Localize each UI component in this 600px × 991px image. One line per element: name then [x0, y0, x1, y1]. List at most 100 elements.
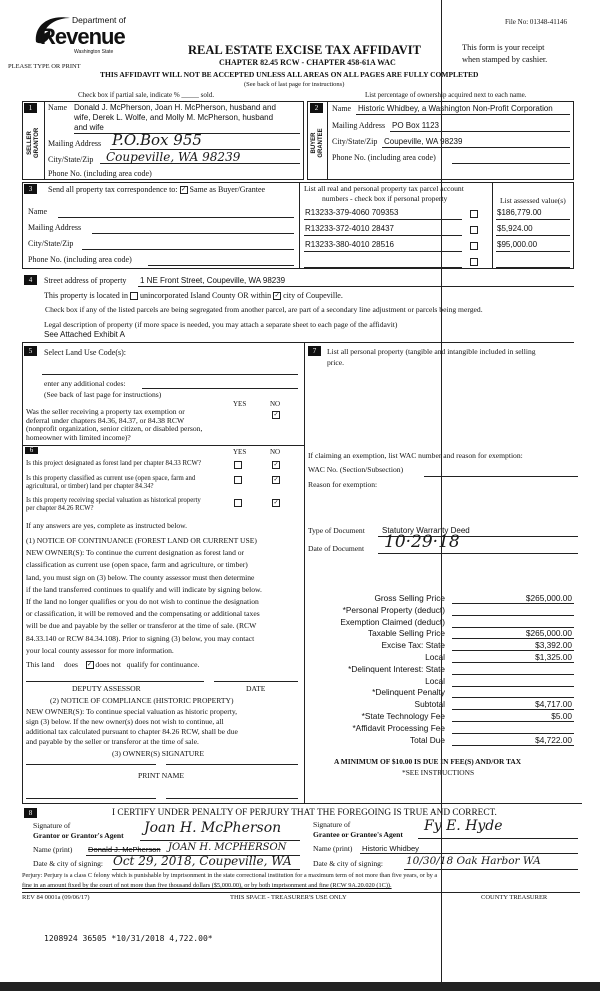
- financial-label: *Affidavit Processing Fee: [352, 722, 445, 733]
- logo-revenue: Revenue: [40, 24, 126, 49]
- grantee-signature[interactable]: Fy E. Hyde: [424, 818, 503, 834]
- financial-value[interactable]: $265,000.00: [525, 593, 572, 603]
- current-use-yes-checkbox[interactable]: [234, 476, 242, 484]
- financial-value[interactable]: $1,325.00: [535, 652, 572, 662]
- corr-mailing-label: Mailing Address: [28, 223, 82, 232]
- exemption-question: Was the seller receiving a property tax …: [26, 407, 203, 443]
- financial-label: Taxable Selling Price: [367, 628, 445, 639]
- forest-no-checkbox[interactable]: ✓: [272, 461, 280, 469]
- assessed-value[interactable]: $5,924.00: [497, 224, 533, 233]
- financial-label: Excise Tax: State: [381, 640, 446, 651]
- financial-label: *Delinquent Penalty: [372, 687, 445, 698]
- historic-yes-checkbox[interactable]: [234, 499, 242, 507]
- grantee-name-value[interactable]: Historic Whidbey, a Washington Non-Profi…: [358, 104, 553, 113]
- grantor-name-2[interactable]: wife, Derek L. Wolfe, and Molly M. McPhe…: [74, 113, 274, 122]
- historic-no-checkbox[interactable]: ✓: [272, 499, 280, 507]
- scan-line: [441, 0, 442, 991]
- city-checkbox[interactable]: ✓: [273, 292, 282, 301]
- exemption-no-checkbox[interactable]: ✓: [272, 411, 280, 419]
- legal-label: Legal description of property (if more s…: [44, 320, 398, 329]
- grantor-name-3[interactable]: and wife: [74, 123, 104, 132]
- receipt-note-2: when stamped by cashier.: [462, 55, 548, 64]
- grantee-sig-label-1: Signature of: [313, 820, 351, 829]
- parcel-number[interactable]: R13233-380-4010 28516: [305, 240, 394, 249]
- assessed-value[interactable]: $186,779.00: [497, 208, 542, 217]
- unincorporated-checkbox[interactable]: [129, 292, 138, 301]
- assessed-value[interactable]: $95,000.00: [497, 240, 538, 249]
- financial-label: Exemption Claimed (deduct): [340, 616, 445, 627]
- grantor-city-label: City/State/Zip: [48, 155, 94, 164]
- personal-property-checkbox[interactable]: [470, 210, 478, 218]
- yes-header-5: YES: [233, 400, 247, 408]
- treasurer-stamp: 1208924 36505 *10/31/2018 4,722.00*: [44, 934, 213, 943]
- grantor-name-print-value[interactable]: JOAN H. MCPHERSON: [168, 842, 287, 853]
- section-8-number: 8: [24, 808, 37, 818]
- grantor-date-value[interactable]: Oct 29, 2018, Coupeville, WA: [113, 854, 292, 868]
- form-number: REV 84 0001a (09/06/17): [22, 894, 90, 901]
- grantee-mailing-value[interactable]: PO Box 1123: [392, 121, 439, 130]
- grantee-city-label: City/State/Zip: [332, 137, 378, 146]
- deputy-assessor-label: DEPUTY ASSESSOR: [72, 684, 141, 693]
- exemption-claim-label: If claiming an exemption, list WAC numbe…: [308, 451, 523, 460]
- financial-value[interactable]: $5.00: [551, 711, 572, 721]
- personal-property-label-2: price.: [327, 358, 345, 367]
- financial-label: *State Technology Fee: [361, 711, 445, 721]
- financial-label: Gross Selling Price: [374, 593, 445, 603]
- section-4-number: 4: [24, 275, 37, 285]
- certify-statement: I CERTIFY UNDER PENALTY OF PERJURY THAT …: [112, 808, 497, 818]
- grantor-mailing-value[interactable]: P.O.Box 955: [112, 131, 202, 149]
- segregated-note[interactable]: Check box if any of the listed parcels a…: [45, 305, 483, 314]
- parcel-number[interactable]: R13233-372-4010 28437: [305, 224, 394, 233]
- financial-value[interactable]: $4,717.00: [535, 699, 572, 710]
- parcel-number[interactable]: R13233-379-4060 709353: [305, 208, 399, 217]
- grantor-date-label: Date & city of signing:: [33, 859, 104, 868]
- section-5-number: 5: [24, 346, 37, 356]
- grantor-sig-label-1: Signature of: [33, 821, 71, 830]
- grantee-city-value[interactable]: Coupeville, WA 98239: [384, 137, 463, 146]
- doc-type-value[interactable]: Statutory Warranty Deed: [382, 526, 470, 535]
- parcels-header-1: List all real and personal property tax …: [304, 184, 464, 193]
- financial-value[interactable]: $3,392.00: [535, 640, 572, 651]
- additional-codes-label: enter any additional codes:: [44, 379, 126, 388]
- financial-value[interactable]: $265,000.00: [525, 628, 572, 639]
- doc-date-value[interactable]: 10·29·18: [384, 532, 460, 552]
- grantee-name-print-value[interactable]: Historic Whidbey: [362, 844, 419, 853]
- dor-swoosh-icon: [35, 17, 70, 44]
- personal-property-checkbox[interactable]: [470, 258, 478, 266]
- reason-label: Reason for exemption:: [308, 480, 378, 489]
- grantee-date-value[interactable]: 10/30/18 Oak Harbor WA: [406, 855, 541, 867]
- corr-name-label: Name: [28, 207, 48, 216]
- legal-value[interactable]: See Attached Exhibit A: [44, 330, 125, 339]
- financial-label: Local: [425, 652, 445, 662]
- street-label: Street address of property: [44, 276, 127, 285]
- grantor-signature[interactable]: Joan H. McPherson: [144, 820, 282, 836]
- qualify-label: qualify for continuance.: [126, 660, 200, 669]
- forest-yes-checkbox[interactable]: [234, 461, 242, 469]
- does-not-checkbox[interactable]: ✓: [85, 661, 94, 670]
- financial-value[interactable]: $4,722.00: [535, 734, 572, 745]
- continuance-line: This land does ✓ does not qualify for co…: [26, 660, 200, 670]
- grantor-name-1[interactable]: Donald J. McPherson, Joan H. McPherson, …: [74, 103, 276, 112]
- dor-logo: Department of Revenue Washington State: [26, 10, 126, 65]
- grantor-city-value[interactable]: Coupeville, WA 98239: [106, 150, 241, 164]
- send-correspondence-label: Send all property tax correspondence to:…: [48, 185, 265, 195]
- personal-property-checkbox[interactable]: [470, 226, 478, 234]
- does-option[interactable]: does: [63, 660, 78, 669]
- if-yes-note: If any answers are yes, complete as inst…: [26, 521, 188, 530]
- date-label: DATE: [246, 684, 266, 693]
- personal-property-checkbox[interactable]: [470, 242, 478, 250]
- street-value[interactable]: 1 NE Front Street, Coupeville, WA 98239: [140, 276, 286, 285]
- same-as-checkbox[interactable]: ✓: [179, 186, 188, 195]
- notice-of-compliance: NEW OWNER(S): To continue special valuat…: [26, 707, 238, 746]
- values-header: List assessed value(s): [500, 196, 566, 205]
- doc-date-label: Date of Document: [308, 544, 365, 553]
- ownership-note: List percentage of ownership acquired ne…: [365, 91, 527, 99]
- send-label: Send all property tax correspondence to:: [48, 185, 178, 194]
- see-instructions: *SEE INSTRUCTIONS: [402, 768, 475, 777]
- current-use-no-checkbox[interactable]: ✓: [272, 476, 280, 484]
- section-1-number: 1: [24, 103, 37, 113]
- logo-state: Washington State: [74, 49, 114, 55]
- form-title: REAL ESTATE EXCISE TAX AFFIDAVIT: [188, 43, 421, 57]
- partial-sale[interactable]: Check box if partial sale, indicate % __…: [78, 91, 215, 99]
- city-label: city of Coupeville.: [283, 291, 343, 300]
